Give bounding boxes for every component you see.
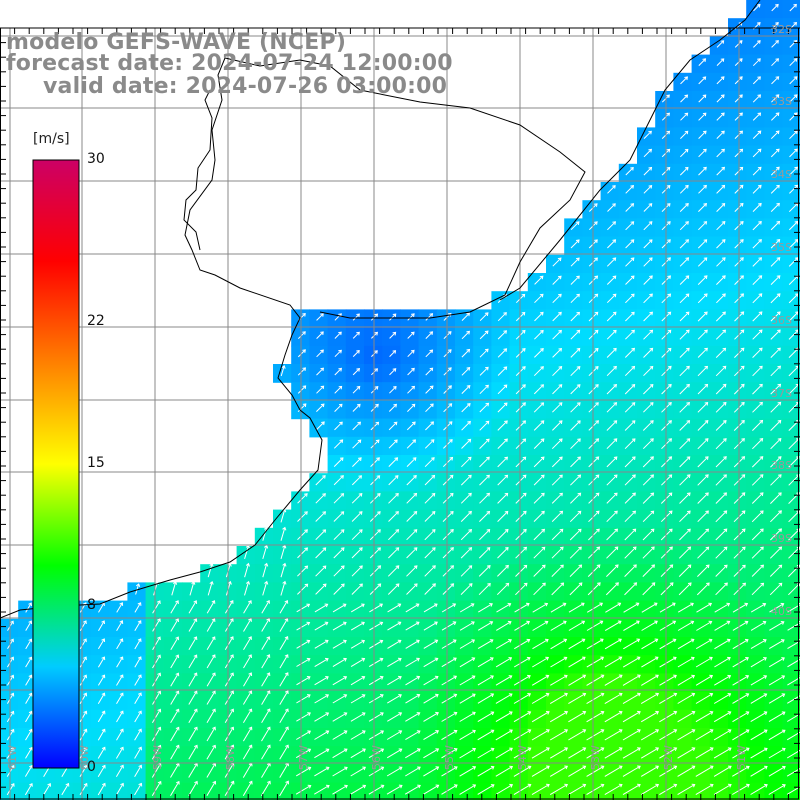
latitude-label: 35S [771,241,792,254]
latitude-label: 32S [771,23,792,36]
colorbar [0,0,120,800]
longitude-label: 57W [297,745,310,770]
longitude-label: 51W [735,745,748,770]
longitude-label: 54W [516,745,529,770]
legend-tick-label: 8 [87,597,96,613]
longitude-label: 52W [662,745,675,770]
legend-tick-label: 22 [87,313,105,329]
longitude-label: 56W [370,745,383,770]
legend-tick-label: 15 [87,455,105,471]
latitude-label: 40S [771,605,792,618]
longitude-label: 58W [224,745,237,770]
colorbar-gradient [33,160,79,768]
legend-tick-label: 30 [87,151,105,167]
latitude-label: 36S [771,314,792,327]
legend-tick-label: 0 [87,759,96,775]
legend-unit: [m/s] [33,131,70,147]
latitude-label: 33S [771,95,792,108]
longitude-label: 59W [151,745,164,770]
latitude-label: 37S [771,387,792,400]
latitude-label: 38S [771,459,792,472]
latitude-label: 39S [771,532,792,545]
longitude-label: 55W [443,745,456,770]
latitude-label: 34S [771,168,792,181]
longitude-label: 53W [589,745,602,770]
